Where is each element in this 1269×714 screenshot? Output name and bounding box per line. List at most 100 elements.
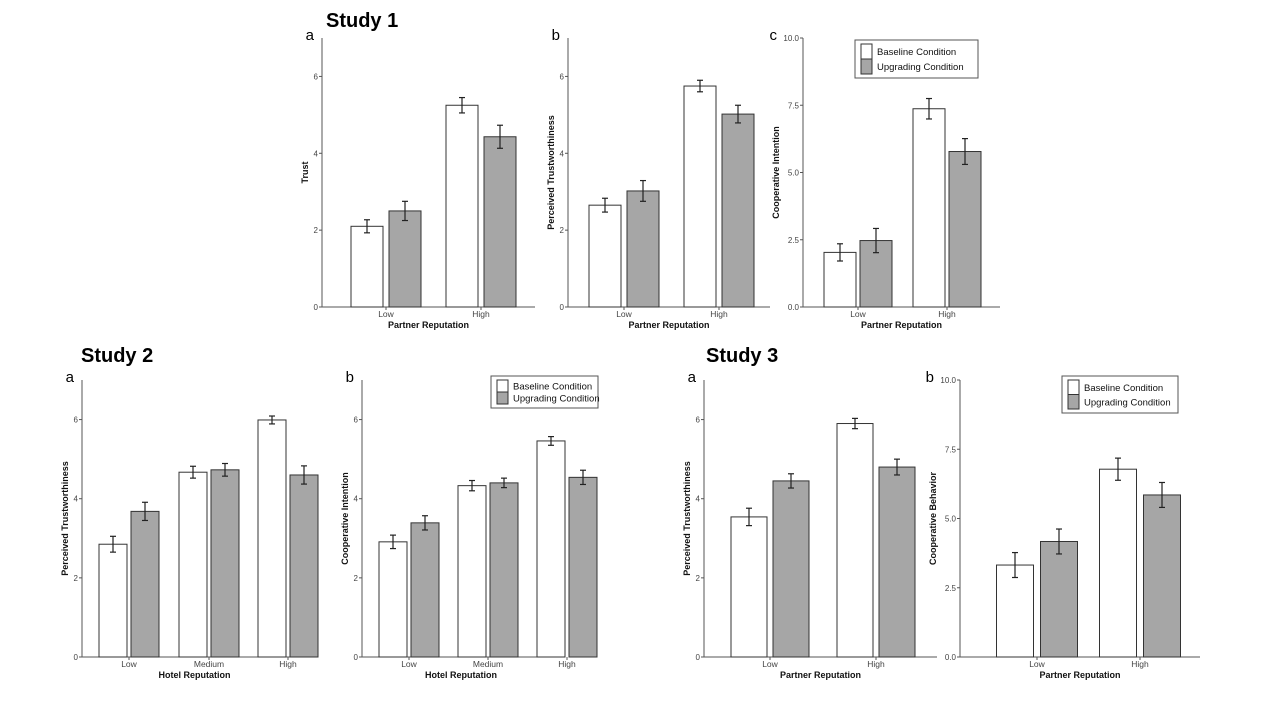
y-tick-label: 2 xyxy=(696,574,701,583)
legend-swatch-upgrading xyxy=(860,58,873,75)
bar-upgrading xyxy=(721,113,755,308)
x-tick-label: Low xyxy=(850,309,866,319)
y-tick-label: 10.0 xyxy=(783,34,799,43)
y-tick-label: 0 xyxy=(354,653,359,662)
y-axis-label: Cooperative Behavior xyxy=(928,471,938,565)
legend-swatch-upgrading xyxy=(496,391,509,405)
panel-letter: a xyxy=(66,369,75,386)
error-bar xyxy=(580,469,586,486)
x-tick-label: High xyxy=(279,659,297,669)
x-axis-label: Partner Reputation xyxy=(861,320,942,330)
panel-letter: b xyxy=(552,27,560,44)
legend-box xyxy=(490,375,599,409)
x-tick-label: Low xyxy=(1029,659,1045,669)
y-tick-label: 0.0 xyxy=(788,303,800,312)
x-tick-label: Low xyxy=(762,659,778,669)
error-bar xyxy=(190,465,196,479)
y-tick-label: 10.0 xyxy=(940,376,956,385)
x-tick-label: Low xyxy=(616,309,632,319)
x-tick-label: High xyxy=(558,659,576,669)
error-bar xyxy=(602,197,608,213)
x-axis-label: Partner Reputation xyxy=(388,320,469,330)
bar-baseline xyxy=(178,471,208,658)
bar-baseline xyxy=(457,485,487,658)
panel-letter: a xyxy=(688,369,697,386)
panel-letter: a xyxy=(306,27,315,44)
y-axis-label: Trust xyxy=(300,161,310,183)
error-bar xyxy=(852,417,858,430)
y-axis-label: Cooperative Intention xyxy=(771,126,781,219)
error-bar xyxy=(1012,551,1018,579)
x-axis-label: Partner Reputation xyxy=(628,320,709,330)
study-2-title: Study 2 xyxy=(81,345,153,367)
y-tick-label: 5.0 xyxy=(945,515,957,524)
y-tick-label: 6 xyxy=(354,416,359,425)
bar-upgrading xyxy=(410,522,440,658)
error-bar xyxy=(1159,481,1165,509)
error-bar xyxy=(501,477,507,489)
legend-box xyxy=(854,39,979,79)
panel-letter: c xyxy=(770,27,778,44)
error-bar xyxy=(873,227,879,254)
y-tick-label: 0 xyxy=(74,653,79,662)
bar-baseline xyxy=(1099,468,1137,658)
legend-box xyxy=(1061,375,1179,414)
legend-label: Baseline Condition xyxy=(513,382,592,393)
error-bar xyxy=(459,96,465,114)
y-axis-label: Perceived Trustworthiness xyxy=(60,461,70,576)
x-tick-label: High xyxy=(1131,659,1149,669)
x-tick-label: Low xyxy=(401,659,417,669)
error-bar xyxy=(497,124,503,149)
x-tick-label: Medium xyxy=(473,659,503,669)
bar-upgrading xyxy=(130,510,160,658)
y-tick-label: 2 xyxy=(560,226,565,235)
x-tick-label: High xyxy=(472,309,490,319)
bar-upgrading xyxy=(483,136,517,308)
bar-baseline xyxy=(683,85,717,308)
bar-upgrading xyxy=(388,210,422,308)
legend-label: Upgrading Condition xyxy=(877,62,964,73)
y-tick-label: 7.5 xyxy=(788,101,800,110)
error-bar xyxy=(422,515,428,531)
bar-upgrading xyxy=(568,476,598,658)
error-bar xyxy=(746,507,752,527)
legend-swatch-baseline xyxy=(496,379,509,393)
legend-swatch-upgrading xyxy=(1067,394,1080,410)
x-tick-label: Low xyxy=(378,309,394,319)
error-bar xyxy=(364,219,370,234)
error-bar xyxy=(390,534,396,550)
y-tick-label: 6 xyxy=(560,72,565,81)
bar-baseline xyxy=(445,104,479,308)
bar-baseline xyxy=(350,225,384,308)
y-axis-label: Perceived Trustworthiness xyxy=(546,115,556,230)
panel-letter: b xyxy=(926,369,934,386)
y-tick-label: 7.5 xyxy=(945,445,957,454)
error-bar xyxy=(110,535,116,553)
legend: Baseline Condition Upgrading Condition xyxy=(854,39,979,79)
y-tick-label: 0 xyxy=(314,303,319,312)
error-bar xyxy=(1115,457,1121,481)
y-tick-label: 6 xyxy=(314,72,319,81)
y-tick-label: 4 xyxy=(354,495,359,504)
x-tick-label: Medium xyxy=(194,659,224,669)
bar-baseline xyxy=(836,423,874,658)
y-tick-label: 0 xyxy=(560,303,565,312)
legend-swatch-baseline xyxy=(1067,379,1080,395)
bar-upgrading xyxy=(878,466,916,658)
error-bar xyxy=(1056,528,1062,555)
error-bar xyxy=(788,473,794,489)
error-bar xyxy=(469,479,475,492)
bar-baseline xyxy=(730,516,768,658)
bar-baseline xyxy=(912,108,946,308)
legend-label: Baseline Condition xyxy=(877,47,956,58)
bar-upgrading xyxy=(489,482,519,658)
y-tick-label: 4 xyxy=(314,149,319,158)
error-bar xyxy=(222,462,228,477)
error-bar xyxy=(548,435,554,446)
bar-baseline xyxy=(257,419,287,658)
y-axis-label: Perceived Trustworthiness xyxy=(682,461,692,576)
x-axis-label: Hotel Reputation xyxy=(425,670,497,680)
